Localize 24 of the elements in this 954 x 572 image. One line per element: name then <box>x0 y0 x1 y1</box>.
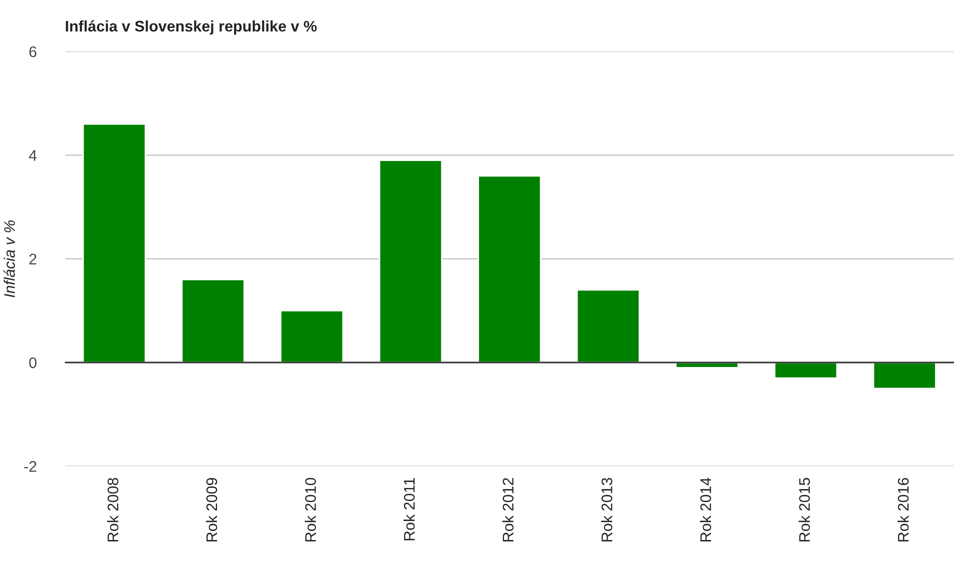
x-tick-label: Rok 2013 <box>601 478 612 542</box>
x-tick-label: Rok 2008 <box>107 478 118 542</box>
y-tick-label: 6 <box>29 46 36 58</box>
x-tick-label: Rok 2012 <box>502 478 514 542</box>
bar <box>378 160 442 364</box>
x-tick-label: Rok 2009 <box>206 478 218 542</box>
y-tick-label: 2 <box>29 254 36 264</box>
x-tick-label: Rok 2015 <box>798 478 810 542</box>
y-tick-label: -2 <box>24 461 36 472</box>
y-tick-label: 4 <box>28 150 37 161</box>
bar <box>478 175 542 364</box>
bar <box>280 310 344 364</box>
chart-title: Inflácia v Slovenskej republike v % <box>66 20 317 35</box>
x-tick-label: Rok 2016 <box>897 478 909 542</box>
x-tick-label: Rok 2011 <box>404 478 415 540</box>
x-tick-label: Rok 2010 <box>304 478 316 542</box>
bar <box>576 289 640 364</box>
y-axis-title: Inflácia v % <box>4 220 15 298</box>
x-tick-label: Rok 2014 <box>700 478 712 542</box>
bar <box>774 362 838 379</box>
bar <box>181 278 245 364</box>
bar <box>872 362 936 390</box>
bar <box>82 123 146 364</box>
y-tick-label: 0 <box>29 357 36 368</box>
